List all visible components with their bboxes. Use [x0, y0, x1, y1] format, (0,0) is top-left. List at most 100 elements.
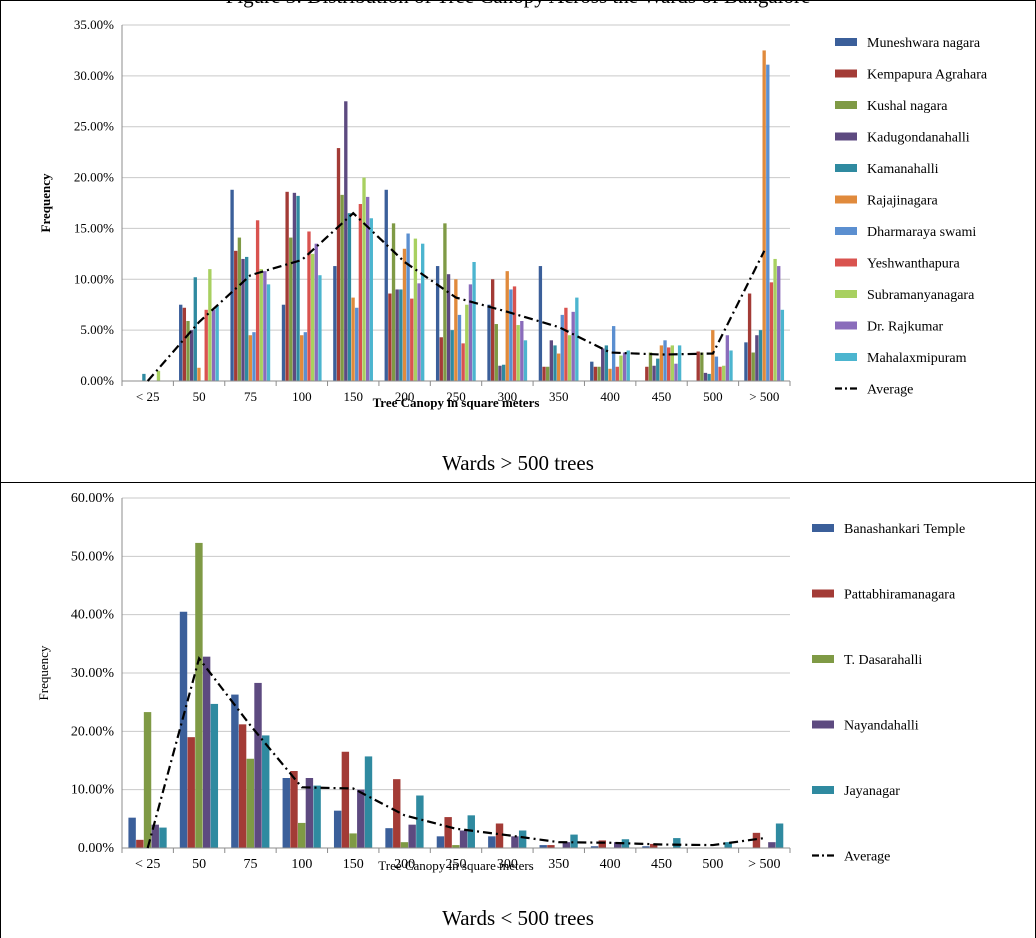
x-tick-label: 100 — [292, 389, 312, 404]
bar — [707, 373, 711, 381]
bar — [446, 274, 451, 381]
y-tick-label: 10.00% — [71, 783, 115, 798]
bar — [673, 838, 681, 848]
bar — [231, 694, 239, 848]
bar — [575, 297, 579, 381]
legend-swatch — [835, 69, 857, 78]
legend-swatch — [835, 101, 857, 109]
bar — [391, 223, 396, 381]
bar — [230, 189, 234, 381]
bar — [766, 64, 770, 381]
x-tick-label: 250 — [446, 389, 466, 404]
x-tick-label: 200 — [394, 857, 415, 872]
bar — [413, 238, 418, 381]
y-tick-label: 25.00% — [74, 119, 114, 134]
bar — [159, 827, 167, 848]
bar — [435, 266, 440, 381]
bar — [263, 271, 267, 381]
bar — [751, 352, 755, 381]
bar — [313, 785, 321, 848]
bar — [187, 737, 195, 848]
bar — [406, 233, 410, 381]
bar — [314, 243, 318, 381]
x-tick-label: 450 — [651, 857, 672, 872]
bar — [421, 243, 425, 381]
bar — [252, 332, 256, 381]
legend-label: Mahalaxmipuram — [867, 351, 967, 366]
bar — [262, 735, 270, 848]
bar — [450, 330, 454, 381]
bar — [388, 293, 392, 381]
legend-swatch — [835, 290, 857, 298]
legend-label: Average — [867, 383, 913, 398]
bar — [303, 332, 308, 381]
y-axis-title: Frequency — [38, 173, 53, 232]
bar — [399, 289, 403, 381]
bar — [365, 196, 370, 381]
x-tick-label: 150 — [343, 389, 363, 404]
legend-swatch — [812, 524, 834, 532]
bar — [722, 365, 726, 381]
bar — [179, 611, 188, 848]
bar — [461, 343, 465, 381]
legend-swatch — [835, 227, 857, 235]
bar — [364, 756, 373, 848]
bar — [615, 366, 619, 381]
x-tick-label: 400 — [600, 389, 620, 404]
bar — [659, 345, 664, 381]
bar — [142, 373, 146, 381]
bar — [410, 298, 414, 381]
bar — [347, 213, 352, 381]
legend-label: Rajajinagara — [867, 194, 939, 209]
bar — [518, 830, 527, 848]
bar — [241, 258, 245, 381]
bar — [234, 250, 238, 381]
legend-swatch — [835, 353, 857, 361]
bar — [539, 845, 547, 848]
x-tick-label: 50 — [192, 857, 206, 872]
bar — [300, 335, 304, 381]
legend-label: Banashankari Temple — [844, 522, 965, 537]
bar — [608, 368, 612, 381]
bar — [341, 751, 350, 848]
bar — [711, 330, 715, 381]
legend-swatch — [835, 38, 857, 46]
x-axis-title: Tree Canopy in square meters — [373, 395, 540, 410]
chart-wards-under-500: 0.00% 10.00% 20.00% 30.00% 40.00% 50.00% 60.00… — [36, 491, 965, 873]
bar — [516, 325, 520, 381]
bar — [729, 350, 733, 381]
bar — [204, 309, 208, 381]
y-tick-label: 20.00% — [74, 170, 114, 185]
y-tick-label: 20.00% — [71, 724, 115, 739]
bar — [564, 307, 568, 381]
y-tick-label: 40.00% — [71, 608, 115, 623]
legend-swatch — [835, 258, 857, 267]
bar — [333, 810, 342, 848]
bar — [621, 839, 630, 848]
average-line — [146, 211, 766, 382]
bar — [652, 365, 656, 381]
bar — [349, 833, 357, 848]
bar — [571, 311, 575, 381]
bar — [395, 289, 399, 381]
y-tick-label: 10.00% — [74, 271, 114, 286]
bar — [357, 789, 365, 848]
bar — [351, 297, 355, 381]
bar — [718, 366, 722, 381]
legend-swatch — [835, 321, 857, 330]
x-tick-label: 500 — [703, 389, 723, 404]
legend-label: Jayanagar — [844, 784, 900, 799]
bar — [769, 282, 774, 381]
legend-label: Kadugondanahalli — [867, 131, 970, 146]
bar — [393, 779, 401, 848]
bar — [151, 824, 159, 848]
bar — [725, 335, 730, 381]
bar — [553, 345, 557, 381]
bar — [645, 366, 649, 381]
legend-label: T. Dasarahalli — [844, 653, 922, 668]
bar — [547, 845, 555, 848]
bar — [511, 836, 519, 848]
x-tick-label: 350 — [548, 857, 569, 872]
bar — [385, 828, 393, 848]
panel-divider — [0, 482, 1036, 483]
